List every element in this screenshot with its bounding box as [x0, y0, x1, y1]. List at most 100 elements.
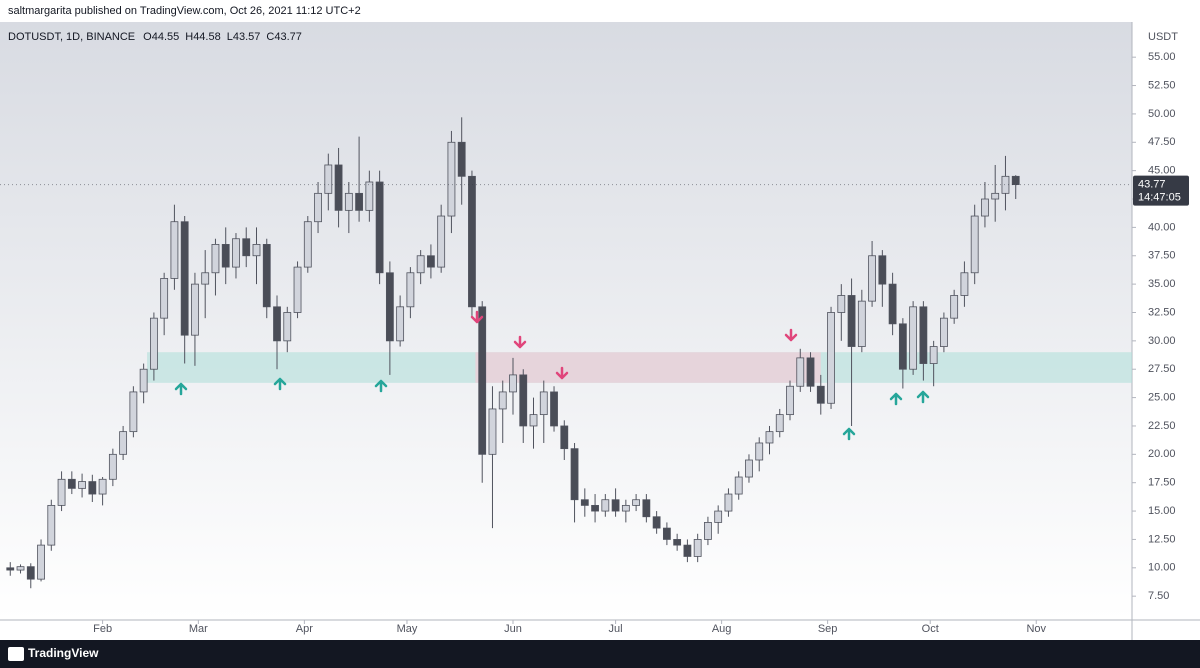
- zone: [475, 352, 821, 383]
- symbol-legend: DOTUSDT, 1D, BINANCE O44.55 H44.58 L43.57 C4…: [8, 31, 302, 43]
- candle-body: [827, 312, 835, 404]
- candle-body: [981, 198, 989, 217]
- candle-body: [796, 357, 805, 387]
- candle-body: [816, 385, 825, 404]
- x-tick-label: Jul: [609, 623, 623, 635]
- y-tick-label: 30.00: [1148, 335, 1176, 347]
- candle-body: [745, 459, 753, 478]
- candle-body: [98, 478, 107, 495]
- y-tick-label: 25.00: [1148, 392, 1176, 404]
- candle-body: [765, 431, 774, 444]
- candle-body: [580, 499, 589, 506]
- candle-body: [683, 544, 692, 557]
- candle-body: [632, 499, 641, 506]
- candle-body: [396, 306, 405, 342]
- y-tick-label: 10.00: [1148, 562, 1176, 574]
- candle-body: [67, 478, 76, 489]
- candle-body: [16, 566, 25, 571]
- candle-body: [416, 255, 425, 274]
- candle-body: [293, 266, 302, 313]
- countdown: 14:47:05: [1138, 192, 1181, 204]
- candle-body: [57, 478, 66, 506]
- y-tick-label: 7.50: [1148, 590, 1169, 602]
- candle-body: [519, 374, 528, 427]
- ohlc-label: L: [227, 31, 233, 43]
- candle-body: [898, 323, 907, 370]
- candle-body: [539, 391, 548, 416]
- candle-body: [242, 238, 251, 257]
- y-unit: USDT: [1148, 31, 1178, 43]
- footer-bar: [0, 640, 1200, 668]
- up-arrow: [916, 390, 930, 404]
- brand-name: TradingView: [28, 646, 99, 660]
- candle-body: [129, 391, 138, 433]
- last-price-value: 43.77: [1138, 179, 1166, 191]
- x-tick-label: Nov: [1026, 623, 1046, 635]
- candle-body: [108, 453, 117, 480]
- candle-body: [406, 272, 415, 308]
- x-tick-label: Sep: [818, 623, 838, 635]
- candle-body: [888, 283, 897, 325]
- candle-body: [960, 272, 969, 296]
- candle-body: [498, 391, 507, 410]
- up-arrow: [889, 392, 903, 406]
- candle-body: [252, 244, 261, 257]
- candle-body: [180, 221, 189, 336]
- candle-body: [837, 295, 846, 313]
- y-tick-label: 40.00: [1148, 221, 1176, 233]
- candle-body: [919, 306, 928, 364]
- y-tick-label: 20.00: [1148, 448, 1176, 460]
- candle-body: [232, 238, 240, 268]
- symbol: DOTUSDT, 1D, BINANCE: [8, 31, 135, 43]
- annotation-arrows: [174, 310, 930, 441]
- up-arrow: [174, 382, 188, 396]
- candle-body: [211, 244, 220, 274]
- candle-body: [878, 255, 887, 285]
- candle-body: [170, 221, 179, 279]
- y-tick-label: 50.00: [1148, 108, 1176, 120]
- y-tick-label: 32.50: [1148, 306, 1176, 318]
- candle-body: [149, 317, 158, 370]
- y-tick-label: 12.50: [1148, 533, 1176, 545]
- candle-body: [139, 368, 148, 393]
- candle-body: [806, 357, 815, 387]
- candle-body: [611, 499, 620, 512]
- ohlc-value: 44.55: [152, 31, 180, 43]
- candle-body: [37, 544, 45, 580]
- header-bar: [0, 0, 1200, 22]
- candle-body: [970, 215, 979, 274]
- candle-body: [693, 539, 702, 557]
- candle-body: [283, 312, 292, 342]
- candle-body: [6, 567, 15, 571]
- candle-body: [591, 504, 599, 512]
- candle-body: [26, 566, 35, 580]
- up-arrow: [842, 427, 856, 441]
- candle-body: [929, 346, 938, 364]
- candle-body: [201, 272, 210, 285]
- candle-body: [344, 192, 353, 211]
- candle-body: [868, 255, 876, 302]
- last-price-box: [1133, 175, 1189, 206]
- candle-body: [755, 442, 764, 461]
- candle-body: [621, 504, 630, 512]
- x-tick-label: Mar: [189, 623, 208, 635]
- candle-body: [734, 476, 743, 495]
- up-arrow: [374, 379, 388, 393]
- candle-body: [334, 164, 343, 211]
- candle-body: [447, 141, 456, 217]
- x-tick-label: Jun: [504, 623, 522, 635]
- candle-body: [940, 317, 948, 347]
- y-tick-label: 55.00: [1148, 51, 1176, 63]
- plot-area: [0, 22, 1132, 620]
- ohlc-value: 44.58: [193, 31, 221, 43]
- up-arrow: [273, 377, 287, 391]
- candle-body: [909, 306, 918, 370]
- ohlc-label: O: [143, 31, 152, 43]
- candle-body: [786, 385, 794, 416]
- candle-body: [457, 141, 466, 177]
- candle-body: [775, 414, 784, 433]
- candle-body: [437, 215, 446, 268]
- y-tick-label: 15.00: [1148, 505, 1176, 517]
- down-arrow: [784, 328, 798, 342]
- ohlc-value: 43.77: [274, 31, 302, 43]
